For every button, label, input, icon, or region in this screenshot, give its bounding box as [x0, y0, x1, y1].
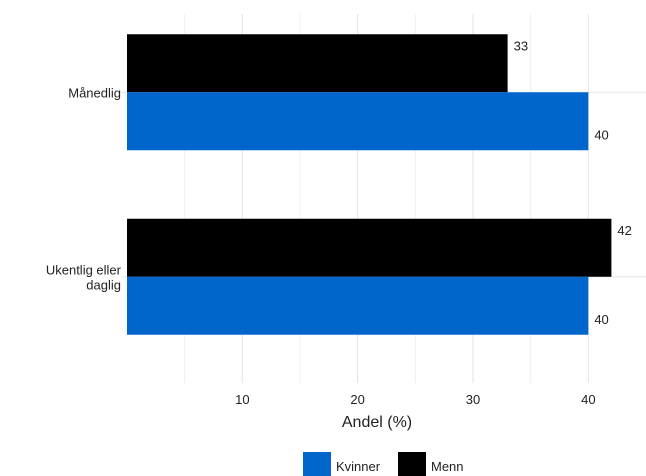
data-labels: 33 40 42 40 [514, 38, 632, 327]
x-axis-title: Andel (%) [342, 414, 412, 431]
legend-label: Kvinner [336, 459, 381, 474]
data-label: 40 [594, 127, 608, 142]
bar-menn-0 [127, 34, 508, 93]
category-label: Ukentlig eller daglig [46, 262, 122, 292]
data-label: 33 [514, 38, 528, 53]
bar-menn-1 [127, 218, 612, 277]
legend-swatch-kvinner [303, 452, 331, 476]
bars [127, 34, 612, 335]
x-tick-label: 20 [350, 392, 364, 407]
data-label: 40 [594, 312, 608, 327]
legend: Kvinner Menn [303, 452, 464, 476]
bar-kvinner-1 [127, 276, 589, 335]
category-label-line: daglig [86, 277, 121, 292]
x-tick-label: 40 [581, 392, 595, 407]
x-tick-label: 30 [466, 392, 480, 407]
x-tick-label: 10 [235, 392, 249, 407]
legend-swatch-menn [398, 452, 426, 476]
category-label-line: Månedlig [68, 85, 121, 100]
bar-kvinner-0 [127, 92, 589, 151]
data-label: 42 [617, 223, 631, 238]
category-labels: Månedlig Ukentlig eller daglig [46, 85, 122, 292]
x-axis-ticks: 10 20 30 40 [235, 392, 595, 407]
category-label: Månedlig [68, 85, 121, 100]
category-label-line: Ukentlig eller [46, 262, 122, 277]
legend-label: Menn [431, 459, 464, 474]
